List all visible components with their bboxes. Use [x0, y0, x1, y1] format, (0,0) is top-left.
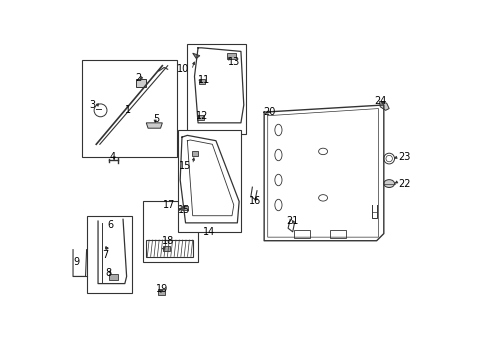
Text: 22: 22 [397, 179, 410, 189]
Text: 2: 2 [135, 73, 142, 83]
Text: 18: 18 [162, 236, 174, 246]
Text: 19: 19 [156, 284, 168, 294]
Text: 1: 1 [125, 105, 131, 115]
Bar [163, 246, 170, 251]
Text: 20: 20 [263, 107, 275, 117]
Text: 12: 12 [196, 111, 208, 121]
Ellipse shape [274, 149, 282, 161]
Text: 11: 11 [198, 75, 210, 85]
Bar [142, 202, 198, 262]
Text: 15: 15 [178, 205, 190, 215]
Text: 23: 23 [397, 152, 409, 162]
Bar [329, 230, 345, 238]
Text: 17: 17 [163, 200, 175, 210]
Ellipse shape [274, 174, 282, 186]
Text: 14: 14 [202, 227, 214, 237]
Polygon shape [146, 123, 162, 128]
Text: 4: 4 [109, 152, 115, 162]
Ellipse shape [383, 180, 394, 188]
Text: 6: 6 [107, 220, 113, 230]
Ellipse shape [274, 199, 282, 211]
Bar [293, 230, 309, 238]
Text: 21: 21 [286, 216, 298, 226]
Ellipse shape [318, 195, 327, 201]
Text: 24: 24 [373, 96, 386, 107]
Bar [82, 60, 176, 157]
Text: 7: 7 [102, 250, 108, 260]
Bar [182, 206, 188, 210]
Bar [146, 240, 192, 257]
Text: 10: 10 [177, 64, 189, 74]
Text: 9: 9 [73, 257, 80, 267]
Text: 8: 8 [105, 268, 112, 278]
Bar [158, 289, 165, 295]
Text: 3: 3 [89, 100, 96, 110]
Polygon shape [379, 102, 388, 111]
Ellipse shape [274, 124, 282, 136]
Text: 16: 16 [248, 197, 261, 206]
Polygon shape [192, 53, 200, 59]
Bar [178, 130, 241, 232]
Bar [135, 79, 146, 87]
Bar [198, 79, 205, 84]
Text: 15: 15 [178, 161, 190, 171]
Bar [192, 151, 198, 156]
Bar [108, 274, 118, 280]
Ellipse shape [318, 148, 327, 155]
Bar [226, 53, 235, 59]
Bar [197, 115, 203, 120]
Bar [87, 216, 132, 293]
Bar [187, 44, 246, 134]
Text: 5: 5 [153, 114, 159, 124]
Text: 13: 13 [228, 57, 240, 67]
